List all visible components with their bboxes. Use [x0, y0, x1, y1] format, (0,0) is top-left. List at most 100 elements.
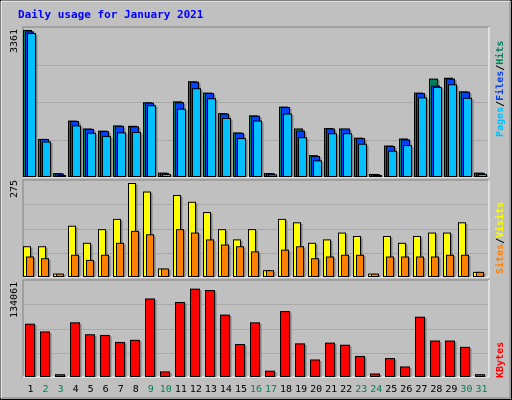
sites-bar: [401, 256, 409, 277]
x-tick-label: 4: [73, 384, 79, 395]
kbytes-bar: [370, 373, 380, 378]
sites-bar: [41, 258, 49, 278]
sites-bar: [431, 256, 439, 277]
sites-bar: [206, 239, 214, 277]
legend-sites: Sites: [494, 244, 506, 274]
x-tick-label: 5: [88, 384, 94, 395]
x-tick-label: 15: [235, 384, 247, 395]
x-tick-label: 14: [220, 384, 232, 395]
x-tick-label: 6: [103, 384, 109, 395]
kbytes-bar: [190, 288, 200, 377]
x-tick-label: 9: [148, 384, 154, 395]
kbytes-bar: [460, 346, 470, 378]
kbytes-bar: [475, 374, 485, 378]
sites-bar: [356, 254, 364, 277]
pages-bar: [147, 105, 156, 177]
x-tick-label: 18: [280, 384, 292, 395]
pages-bar: [448, 84, 457, 177]
sites-bar: [416, 256, 424, 277]
kbytes-bar: [220, 314, 230, 378]
pages-bar: [403, 145, 412, 178]
kbytes-bar: [145, 298, 155, 378]
sites-bar: [146, 234, 154, 277]
kbytes-bar: [100, 334, 110, 377]
x-tick-label: 11: [175, 384, 187, 395]
x-tick-label: 1: [28, 384, 34, 395]
sites-bar: [476, 271, 484, 278]
kbytes-legend: KBytes: [495, 342, 506, 378]
sites-bar: [161, 268, 169, 278]
kbytes-bar: [55, 374, 65, 378]
kbytes-bar: [250, 322, 260, 377]
kbytes-bar: [430, 340, 440, 377]
kbytes-bar: [385, 358, 395, 378]
kbytes-bar: [445, 340, 455, 377]
hits-files-pages-legend: Pages/Files/Hits: [494, 41, 506, 137]
pages-bar: [478, 173, 487, 178]
kbytes-bar: [85, 334, 95, 377]
sites-bar: [341, 254, 349, 277]
kbytes-bar: [415, 316, 425, 378]
x-tick-label: 13: [205, 384, 217, 395]
pages-bar: [162, 173, 171, 178]
kbytes-bar: [295, 343, 305, 378]
pages-bar: [283, 113, 292, 177]
kbytes-bar: [235, 344, 245, 378]
sites-bar: [131, 230, 139, 277]
kbytes-bar: [340, 344, 350, 378]
sites-bar: [311, 258, 319, 278]
x-tick-label: 31: [475, 384, 487, 395]
kbytes-bar: [280, 311, 290, 377]
sites-bar: [371, 273, 379, 277]
pages-bar: [313, 160, 322, 177]
x-tick-label: 30: [460, 384, 472, 395]
pages-bar: [253, 120, 262, 177]
pages-bar: [343, 133, 352, 177]
x-tick-label: 24: [370, 384, 382, 395]
legend-hits: Hits: [494, 41, 506, 65]
sites-bar: [266, 270, 274, 277]
kbytes-bar: [70, 322, 80, 377]
pages-bar: [418, 97, 427, 177]
pages-bar: [463, 97, 472, 177]
x-tick-label: 12: [190, 384, 202, 395]
x-tick-label: 27: [415, 384, 427, 395]
pages-bar: [298, 137, 307, 177]
sites-bar: [176, 229, 184, 278]
x-tick-label: 28: [430, 384, 442, 395]
visits-sites-legend: Sites/Visits: [494, 202, 506, 274]
kbytes-bar: [310, 359, 320, 378]
pages-bar: [358, 143, 367, 177]
sites-bar: [461, 254, 469, 277]
kbytes-bar: [175, 301, 185, 378]
hits-ymax-label: 3361: [9, 29, 20, 53]
sites-bar: [326, 256, 334, 277]
pages-bar: [27, 33, 36, 177]
x-tick-label: 20: [310, 384, 322, 395]
x-tick-label: 29: [445, 384, 457, 395]
x-tick-label: 19: [295, 384, 307, 395]
sites-bar: [281, 249, 289, 277]
pages-bar: [102, 135, 111, 177]
pages-bar: [192, 88, 201, 177]
kbytes-bar: [40, 331, 50, 378]
pages-bar: [72, 125, 81, 177]
sites-bar: [86, 259, 94, 277]
sites-bar: [446, 254, 454, 277]
kbytes-bar: [160, 371, 170, 378]
kbytes-panel: [22, 279, 490, 378]
pages-bar: [207, 98, 216, 177]
pages-bar: [132, 131, 141, 178]
kbytes-bar: [265, 370, 275, 378]
sites-bar: [221, 244, 229, 277]
sites-bar: [251, 251, 259, 277]
kbytes-bar: [355, 355, 365, 378]
x-tick-label: 8: [133, 384, 139, 395]
pages-bar: [42, 141, 51, 177]
x-tick-label: 17: [265, 384, 277, 395]
pages-bar: [388, 150, 397, 178]
x-tick-label: 2: [43, 384, 49, 395]
x-tick-label: 26: [400, 384, 412, 395]
hits-files-pages-panel: [22, 26, 490, 178]
pages-bar: [237, 138, 246, 177]
